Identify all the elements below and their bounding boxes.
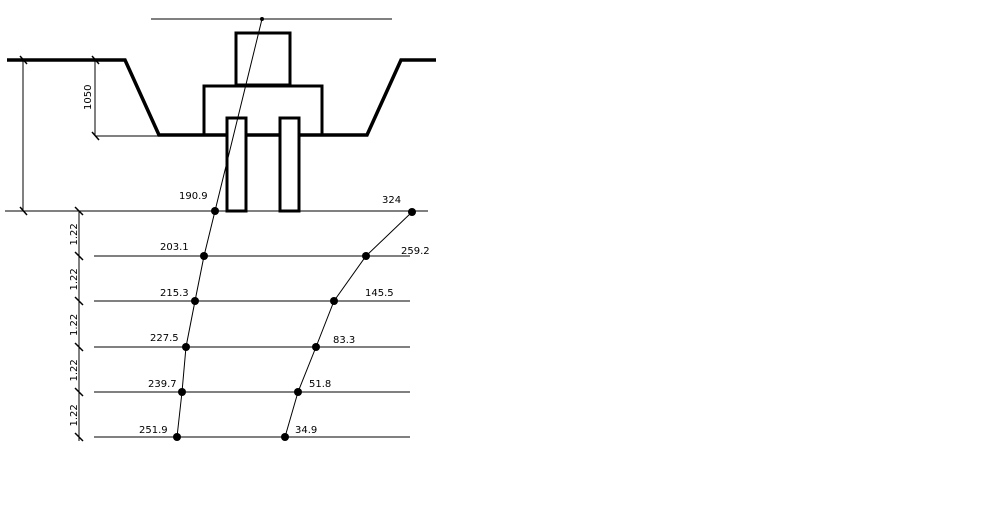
column-pedestal: [234, 31, 292, 87]
load-point: [260, 17, 264, 21]
layer-spacing-label: 1.22: [69, 223, 80, 245]
right-profile-point: [281, 433, 289, 441]
left-profile-point: [182, 343, 190, 351]
left-profile-value: 203.1: [160, 242, 189, 253]
right-profile-value: 83.3: [333, 335, 355, 346]
left-stress-profile-line: [176, 18, 263, 438]
right-profile-point: [330, 297, 338, 305]
dimension-tick: [74, 206, 84, 216]
right-profile-value: 145.5: [365, 288, 394, 299]
right-profile-value: 324: [382, 195, 401, 206]
right-stress-profile-line: [284, 211, 413, 438]
left-profile-point: [191, 297, 199, 305]
left-profile-value: 227.5: [150, 333, 179, 344]
dimension-tick: [74, 387, 84, 397]
layer-spacing-label: 1.22: [69, 314, 80, 336]
right-profile-value: 259.2: [401, 246, 430, 257]
left-profile-value: 215.3: [160, 288, 189, 299]
dimension-tick: [19, 55, 28, 65]
left-profile-value: 190.9: [179, 191, 208, 202]
layer-spacing-label: 1.22: [69, 268, 80, 290]
left-profile-point: [200, 252, 208, 260]
left-profile-value: 239.7: [148, 379, 177, 390]
right-profile-point: [408, 208, 416, 216]
pile-right: [278, 116, 301, 213]
dimension-tick: [74, 296, 84, 306]
right-profile-value: 51.8: [309, 379, 331, 390]
ground-excavation-profile: [7, 58, 436, 137]
left-profile-point: [173, 433, 181, 441]
layer-spacing-label: 1.22: [69, 359, 80, 381]
dimension-label-1050: 1050: [83, 85, 94, 110]
left-profile-value: 251.9: [139, 425, 168, 436]
left-profile-point: [211, 207, 219, 215]
right-profile-point: [294, 388, 302, 396]
layer-spacing-label: 1.22: [69, 404, 80, 426]
dimension-tick: [74, 251, 84, 261]
right-profile-point: [362, 252, 370, 260]
right-profile-point: [312, 343, 320, 351]
pile-cap: [202, 84, 324, 137]
left-profile-point: [178, 388, 186, 396]
pile-left: [225, 116, 248, 213]
dimension-tick: [74, 432, 84, 442]
dimension-tick: [91, 131, 100, 141]
dimension-tick: [74, 342, 84, 352]
right-profile-value: 34.9: [295, 425, 317, 436]
dimension-tick: [91, 55, 100, 65]
